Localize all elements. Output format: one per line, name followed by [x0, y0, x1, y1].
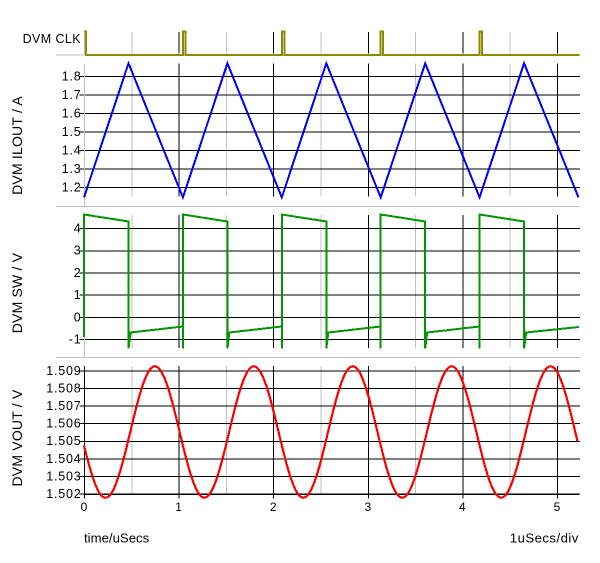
svg-text:2: 2	[74, 266, 82, 280]
svg-text:1.504: 1.504	[46, 452, 81, 466]
svg-text:1: 1	[175, 500, 182, 514]
svg-text:2: 2	[270, 500, 277, 514]
svg-text:1.508: 1.508	[46, 381, 81, 395]
svg-text:5: 5	[554, 500, 561, 514]
svg-text:1.2: 1.2	[62, 181, 82, 195]
svg-text:DVM ILOUT / A: DVM ILOUT / A	[9, 96, 25, 195]
svg-text:0: 0	[81, 500, 88, 514]
svg-text:1.509: 1.509	[46, 364, 81, 378]
svg-text:1.7: 1.7	[62, 88, 82, 102]
svg-text:1: 1	[74, 288, 82, 302]
svg-text:1.507: 1.507	[46, 399, 81, 413]
svg-text:1.502: 1.502	[46, 487, 81, 501]
svg-text:3: 3	[74, 244, 82, 258]
svg-text:1.5: 1.5	[62, 125, 82, 139]
svg-text:1.506: 1.506	[46, 417, 81, 431]
svg-text:3: 3	[364, 500, 371, 514]
svg-text:1uSecs/div: 1uSecs/div	[510, 530, 579, 545]
svg-text:1.8: 1.8	[62, 70, 82, 84]
svg-text:0: 0	[74, 310, 82, 324]
svg-text:4: 4	[74, 222, 82, 236]
svg-text:1.505: 1.505	[46, 434, 81, 448]
svg-text:-1: -1	[69, 333, 82, 347]
svg-text:4: 4	[459, 500, 466, 514]
svg-text:1.4: 1.4	[62, 144, 82, 158]
svg-text:1.6: 1.6	[62, 107, 82, 121]
svg-text:DVM VOUT / V: DVM VOUT / V	[9, 389, 25, 487]
svg-text:1.3: 1.3	[62, 162, 82, 176]
svg-text:DVM SW / V: DVM SW / V	[9, 252, 25, 333]
svg-text:DVM CLK: DVM CLK	[23, 32, 82, 46]
svg-text:1.503: 1.503	[46, 469, 81, 483]
svg-text:time/uSecs: time/uSecs	[84, 530, 150, 545]
